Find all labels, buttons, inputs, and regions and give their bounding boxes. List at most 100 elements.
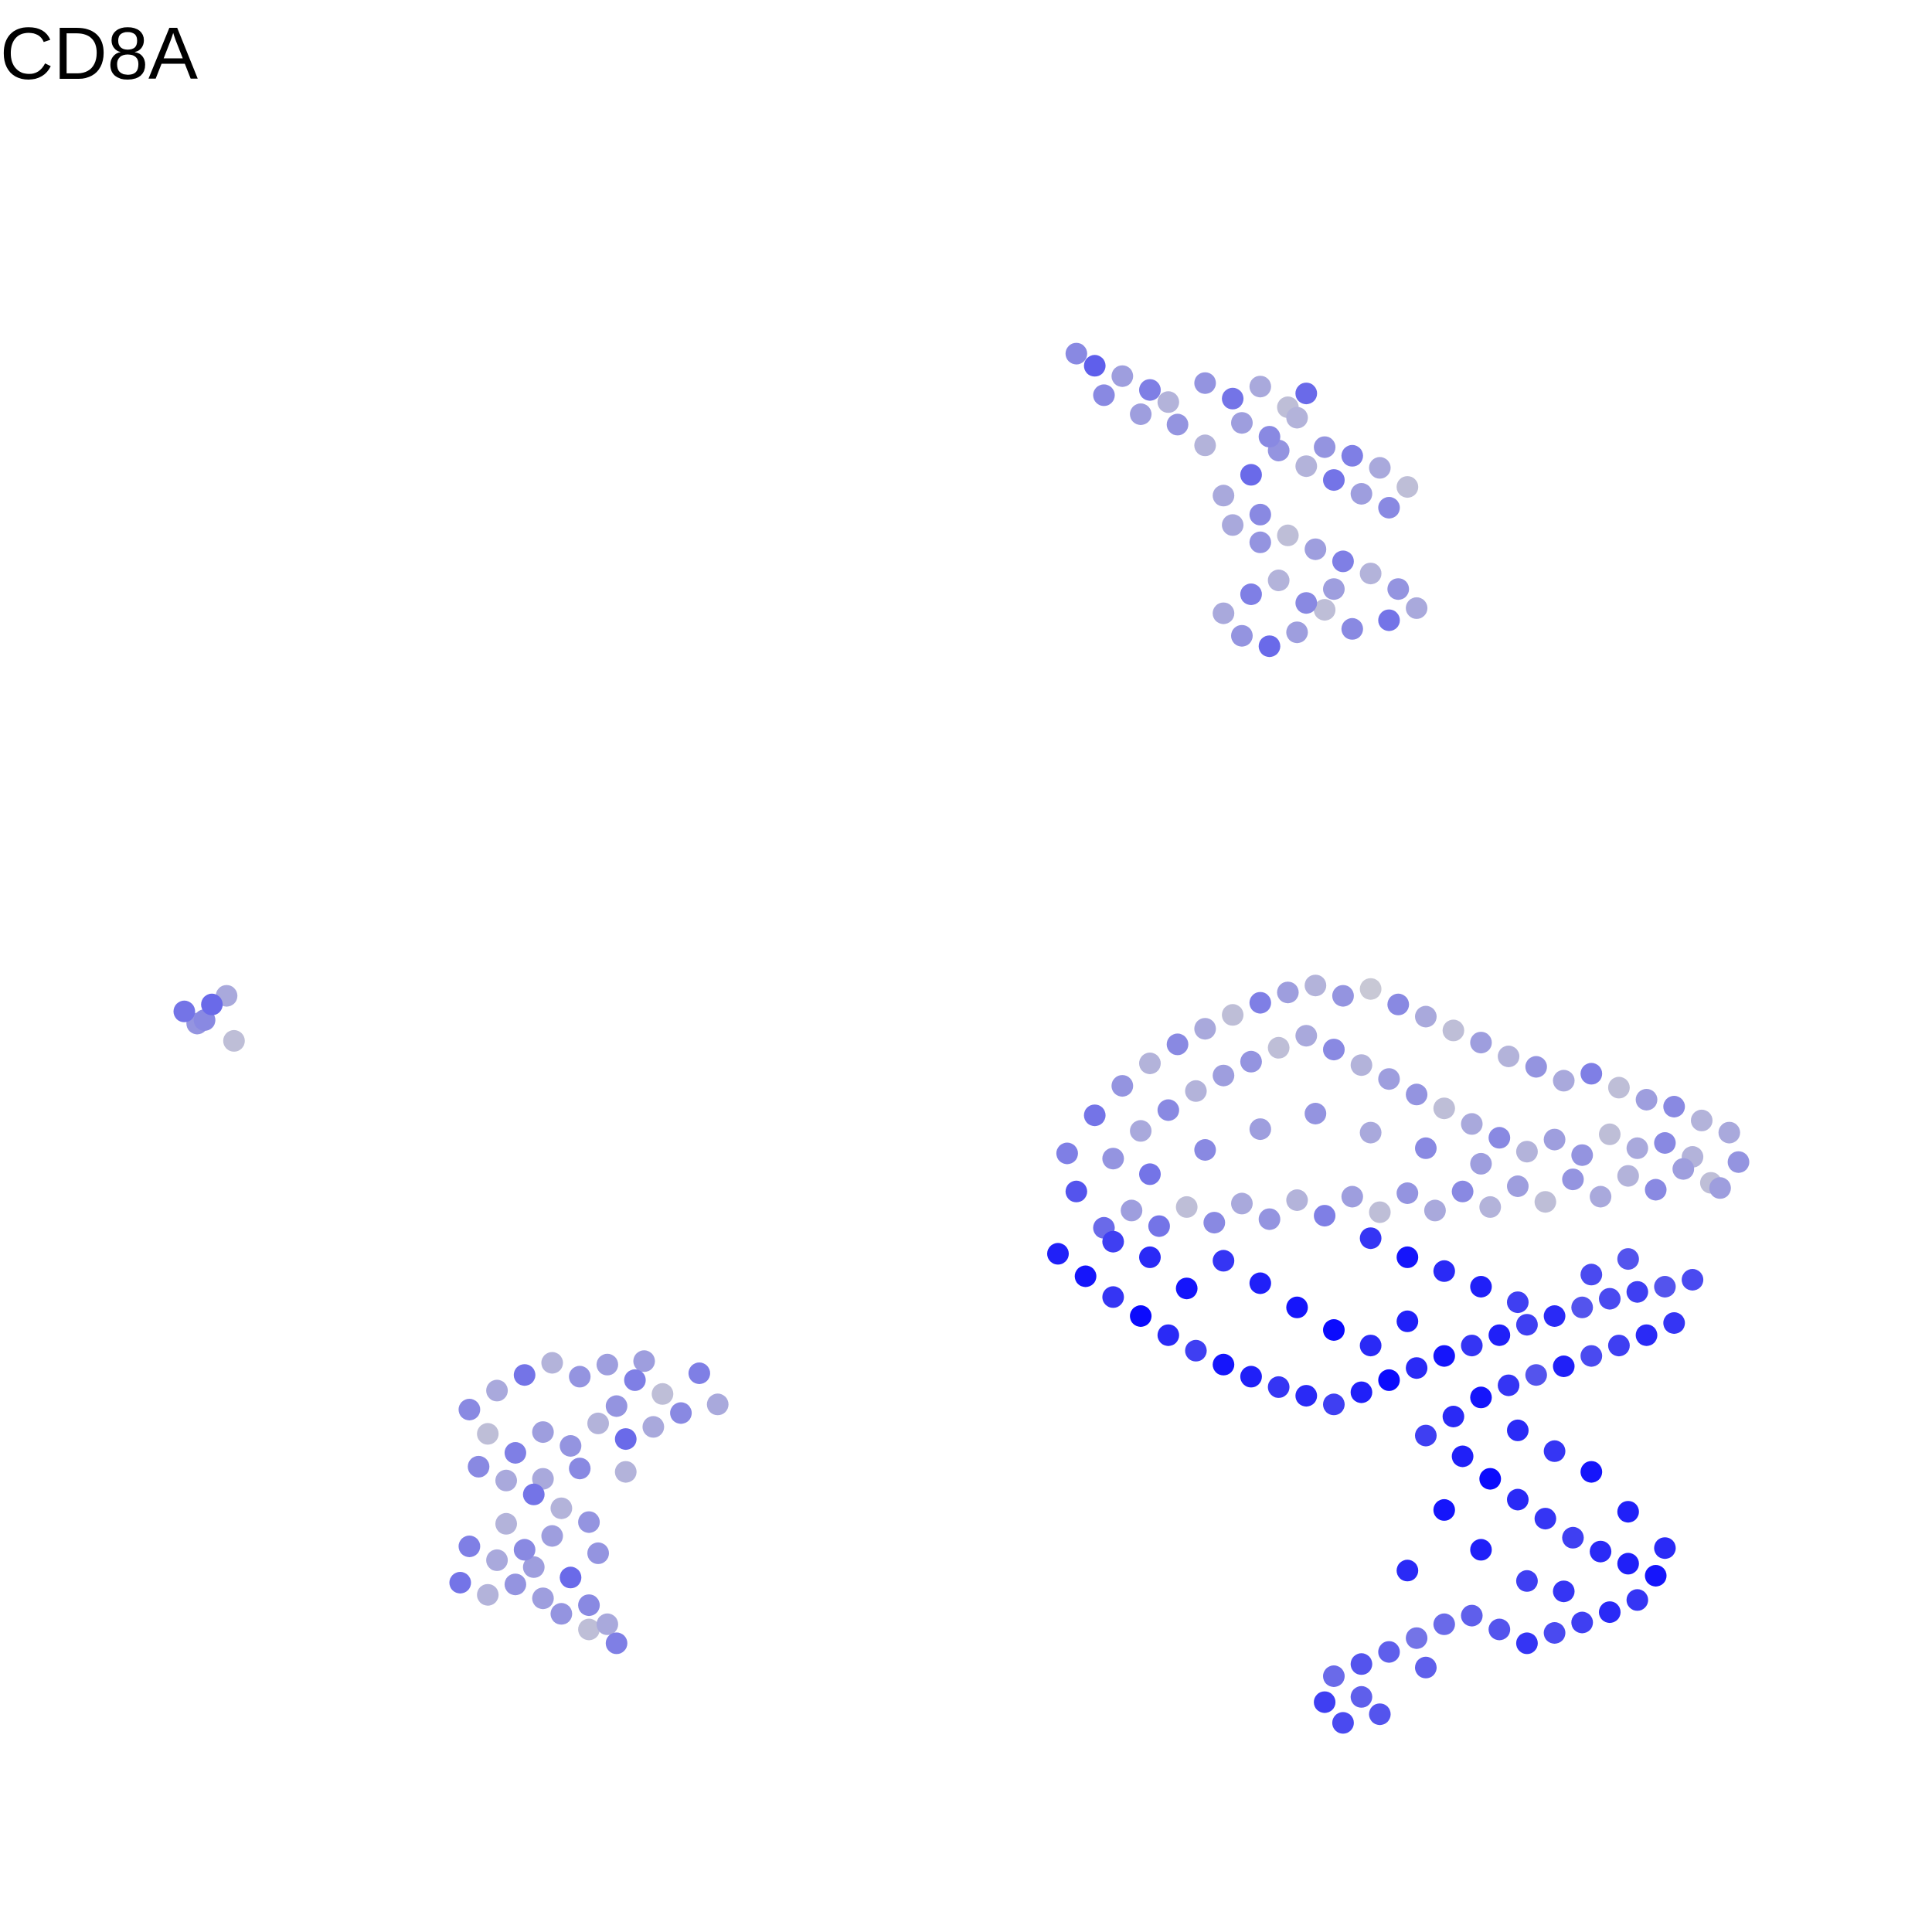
scatter-point [1562, 1168, 1584, 1191]
scatter-point [1498, 1046, 1520, 1067]
scatter-point [1359, 1121, 1382, 1144]
scatter-point [1488, 1127, 1511, 1149]
scatter-point [477, 1423, 499, 1445]
scatter-point [1240, 1050, 1262, 1073]
scatter-point [1387, 578, 1410, 600]
scatter-point [1607, 1335, 1630, 1357]
scatter-point [605, 1395, 628, 1417]
scatter-point [1663, 1096, 1685, 1117]
scatter-point [1323, 1319, 1345, 1341]
scatter-point [1240, 1366, 1262, 1388]
scatter-point [1267, 570, 1290, 591]
scatter-point [1423, 1199, 1446, 1222]
scatter-point [1304, 1103, 1327, 1124]
scatter-point [1672, 1158, 1695, 1180]
chart-title: CD8A [0, 12, 199, 95]
scatter-point [569, 1458, 591, 1480]
scatter-point [1525, 1056, 1547, 1078]
scatter-point [1359, 1227, 1382, 1250]
cluster-small-left [173, 985, 245, 1052]
scatter-point [1718, 1121, 1740, 1144]
scatter-point [1369, 457, 1391, 479]
scatter-point [1323, 1393, 1345, 1416]
scatter-point [1617, 1248, 1639, 1270]
scatter-point [1102, 1286, 1124, 1308]
scatter-point [1213, 1353, 1235, 1376]
scatter-point [1222, 387, 1244, 410]
scatter-point [1488, 1618, 1511, 1641]
scatter-point [1654, 1276, 1676, 1298]
scatter-point [1065, 1180, 1087, 1202]
scatter-point [1515, 1632, 1538, 1655]
scatter-point [1130, 1305, 1152, 1327]
scatter-point [706, 1393, 729, 1416]
cluster-main-lower [1047, 1227, 1704, 1734]
scatter-point [1111, 1075, 1134, 1097]
scatter-point [522, 1483, 545, 1505]
scatter-point [1175, 1277, 1198, 1300]
scatter-point [1295, 1385, 1318, 1407]
scatter-point [1267, 1376, 1290, 1398]
scatter-point [1267, 1036, 1290, 1059]
scatter-point [1543, 1128, 1566, 1151]
scatter-point [1479, 1196, 1502, 1218]
scatter-point [1121, 1199, 1143, 1222]
scatter-point [1213, 602, 1235, 624]
scatter-point [1083, 1104, 1106, 1127]
scatter-point [614, 1461, 637, 1483]
cluster-top-right [1065, 342, 1428, 658]
scatter-point [1406, 597, 1428, 619]
scatter-point [1590, 1185, 1612, 1208]
scatter-point [1231, 1192, 1253, 1215]
scatter-point [1213, 485, 1235, 507]
scatter-point [1525, 1364, 1547, 1386]
scatter-point [1635, 1089, 1658, 1111]
scatter-point [1709, 1177, 1731, 1199]
scatter-point [1461, 1335, 1483, 1357]
scatter-point [173, 1000, 196, 1022]
scatter-point [1111, 365, 1134, 387]
scatter-point [1350, 1381, 1372, 1403]
scatter-point [1626, 1281, 1648, 1303]
scatter-point [1286, 1189, 1308, 1211]
scatter-point [1213, 1064, 1235, 1087]
scatter-point [614, 1428, 637, 1451]
scatter-point [1406, 1357, 1428, 1379]
scatter-point [1396, 1246, 1419, 1268]
scatter-point [1470, 1276, 1492, 1298]
scatter-point [1415, 1137, 1437, 1159]
scatter-point [1580, 1461, 1603, 1483]
scatter-point [1249, 376, 1271, 398]
scatter-point [1222, 1004, 1244, 1026]
scatter-point [587, 1412, 609, 1434]
scatter-point [1065, 342, 1087, 365]
scatter-point [1378, 1641, 1400, 1663]
scatter-point [1139, 379, 1161, 401]
scatter-point [1479, 1468, 1502, 1490]
scatter-point [495, 1512, 517, 1535]
scatter-point [1139, 1246, 1161, 1268]
scatter-point [1599, 1123, 1621, 1145]
scatter-point [223, 1029, 245, 1052]
scatter-point [1461, 1113, 1483, 1135]
scatter-point [1222, 514, 1244, 536]
scatter-point [1166, 1033, 1189, 1056]
scatter-point [1314, 1205, 1336, 1227]
scatter-point [1185, 1339, 1207, 1362]
scatter-point [1314, 1691, 1336, 1713]
scatter-point [1323, 1665, 1345, 1687]
scatter-point [1617, 1553, 1639, 1575]
scatter-point [1626, 1589, 1648, 1611]
scatter-point [1304, 538, 1327, 560]
scatter-point [1295, 592, 1318, 614]
scatter-point [1571, 1611, 1594, 1634]
scatter-point [1534, 1508, 1556, 1530]
scatter-point [1451, 1180, 1474, 1202]
scatter-point [605, 1632, 628, 1655]
scatter-point [1139, 1053, 1161, 1074]
scatter-point [1295, 1025, 1318, 1047]
scatter-point [1231, 624, 1253, 647]
scatter-point [1369, 1703, 1391, 1726]
scatter-point [1249, 992, 1271, 1014]
scatter-point [1543, 1305, 1566, 1327]
